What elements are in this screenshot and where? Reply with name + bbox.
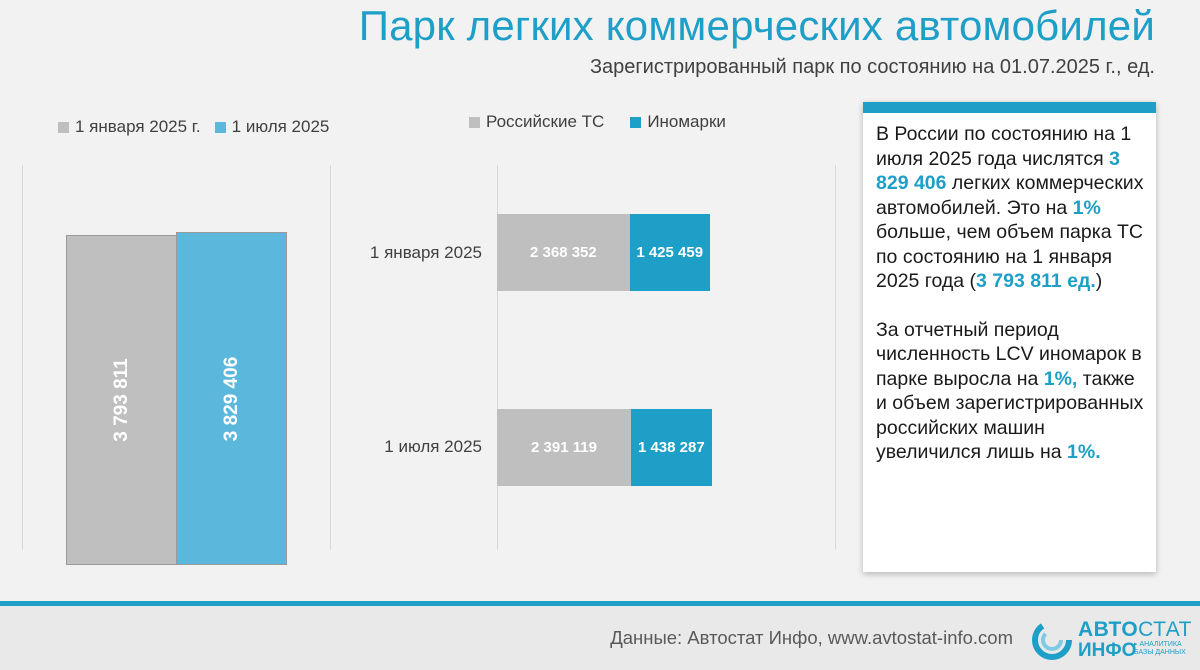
segment-foreign-jan: 1 425 459 [629,214,710,291]
panel-text-span: В России по состоянию на 1 июля 2025 год… [876,123,1132,170]
panel-highlight: 1%, [1043,367,1078,390]
gridline [330,165,331,550]
panel-text-span: легких коммерческих автомобилей. Это на [876,172,1144,219]
legend-swatch-foreign [630,116,642,128]
gridline [835,165,836,550]
segment-russian-jul: 2 391 119 [497,409,632,486]
panel-highlight: 1% [1072,196,1101,219]
panel-text-span: За отчетный период численность LCV инома… [876,318,1142,390]
panel-highlight: 1%. [1067,441,1101,463]
legend-label-foreign: Иномарки [647,112,726,131]
legend-label-jan: 1 января 2025 г. [75,117,201,136]
legend-swatch-jul [214,121,226,133]
gridline [497,165,498,550]
panel-highlight: 3 829 406 [876,147,1121,195]
footer-divider [0,601,1200,606]
category-label-jul: 1 июля 2025 [384,437,482,456]
bar-jan-2025 [66,235,177,565]
info-panel: В России по состоянию на 1 июля 2025 год… [863,102,1156,572]
segment-russian-jan: 2 368 352 [497,214,630,291]
gridline [22,165,23,550]
legend-label-russian: Российские ТС [486,112,605,131]
panel-paragraph-2: За отчетный период численность LCV инома… [876,318,1151,465]
panel-paragraph-1: В России по состоянию на 1 июля 2025 год… [876,122,1151,294]
segment-foreign-jul: 1 438 287 [631,409,712,486]
panel-text-span: больше, чем объем парка ТС по состоянию … [876,221,1143,292]
panel-text: В России по состоянию на 1 июля 2025 год… [876,122,1151,465]
legend-label-jul: 1 июля 2025 [231,117,330,136]
bar-jul-2025 [176,232,287,565]
legend-swatch-jan [58,121,69,133]
logo-text-a: АВТО [1078,618,1139,641]
category-label-jan: 1 января 2025 [369,243,482,262]
panel-text-span: ) [1095,270,1103,292]
logo-tagline: ▸ АНАЛИТИКА БАЗЫ ДАННЫХ [1134,641,1186,656]
bar-value-label-jan: 3 793 811 [110,358,132,442]
logo-subtext: ИНФО [1078,640,1137,661]
logo-swirl-icon [1032,620,1072,660]
panel-accent-bar [863,102,1156,113]
bar-value-label-jul: 3 829 406 [220,356,242,441]
logo-text: АВТОСТАТ [1078,618,1192,642]
legend-swatch-russian [469,116,480,128]
footer [0,606,1200,670]
page-subtitle: Зарегистрированный парк по состоянию на … [589,56,1155,78]
avtostat-logo: АВТОСТАТ ИНФО ▸ АНАЛИТИКА БАЗЫ ДАННЫХ [1030,618,1192,662]
logo-text-b: СТАТ [1138,618,1192,641]
source-text: Данные: Автостат Инфо, www.avtostat-info… [610,627,1013,648]
panel-highlight: 3 793 811 ед. [976,270,1096,292]
panel-text-span: также и объем зарегистрированных российс… [876,367,1144,464]
page-title: Парк легких коммерческих автомобилей [358,2,1155,49]
legend-right: Российские ТС Иномарки [469,112,726,132]
legend-left: 1 января 2025 г. 1 июля 2025 [58,117,329,137]
